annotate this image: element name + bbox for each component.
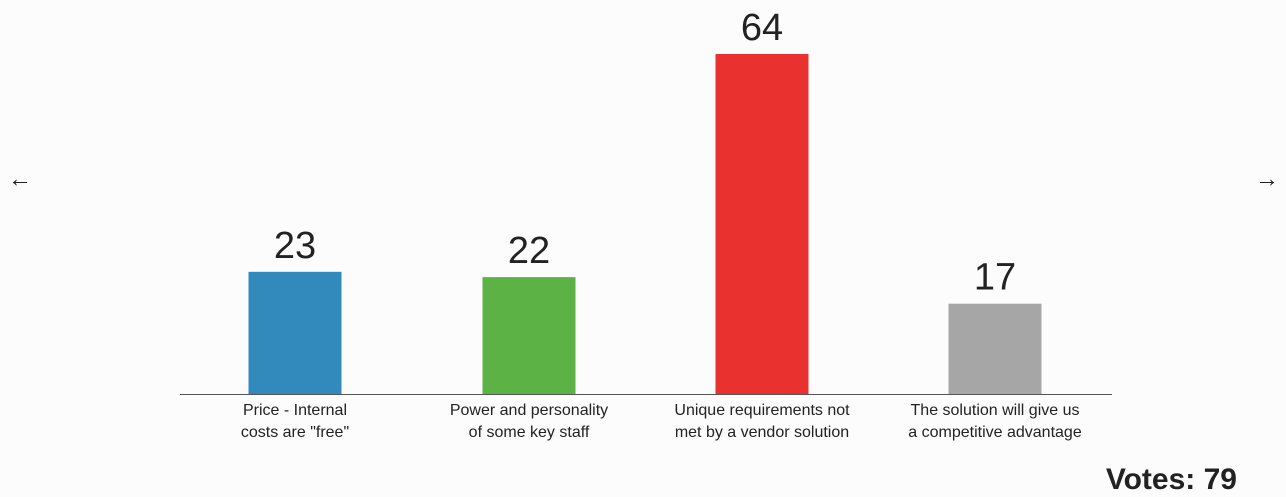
prev-arrow[interactable]: ← bbox=[8, 165, 32, 192]
category-label: of some key staff bbox=[469, 424, 590, 441]
votes-total: Votes: 79 bbox=[1106, 463, 1237, 496]
category-label: costs are "free" bbox=[241, 424, 349, 441]
bar bbox=[715, 54, 809, 394]
bar bbox=[248, 271, 342, 394]
next-arrow[interactable]: → bbox=[1255, 165, 1279, 192]
value-label: 23 bbox=[274, 225, 316, 267]
category-label: Price - Internal bbox=[243, 402, 347, 419]
category-label: Unique requirements not bbox=[674, 402, 850, 419]
value-label: 22 bbox=[508, 230, 550, 272]
category-label: met by a vendor solution bbox=[675, 424, 849, 441]
category-label: a competitive advantage bbox=[908, 424, 1082, 441]
value-label: 17 bbox=[974, 257, 1016, 299]
category-label: The solution will give us bbox=[911, 402, 1080, 419]
bar bbox=[482, 277, 576, 394]
category-label: Power and personality bbox=[450, 402, 608, 419]
value-label: 64 bbox=[741, 7, 783, 49]
bar bbox=[948, 303, 1042, 394]
